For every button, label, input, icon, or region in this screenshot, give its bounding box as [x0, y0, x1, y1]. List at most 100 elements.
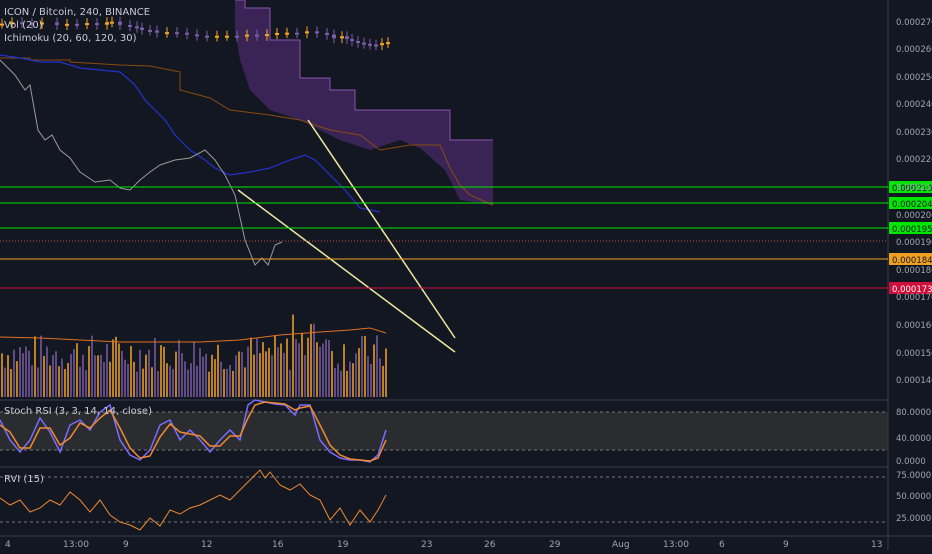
- volume-bar: [286, 338, 288, 397]
- price-tick-label: 0.0002500: [896, 73, 932, 83]
- volume-bar: [313, 323, 315, 397]
- volume-bar: [358, 348, 360, 397]
- volume-bar: [163, 346, 165, 397]
- volume-bar: [304, 355, 306, 397]
- volume-legend[interactable]: Vol (20): [4, 20, 43, 31]
- volume-bar: [40, 335, 42, 397]
- ichimoku-legend[interactable]: Ichimoku (20, 60, 120, 30): [4, 33, 137, 44]
- candle-body: [362, 42, 366, 45]
- volume-bar: [139, 349, 141, 397]
- volume-bar: [91, 335, 93, 397]
- volume-bar: [244, 367, 246, 397]
- candle-body: [185, 32, 189, 35]
- time-tick-label: 13:00: [663, 540, 689, 550]
- candle-body: [135, 26, 139, 29]
- volume-bar: [28, 350, 30, 397]
- volume-bar: [37, 367, 39, 397]
- candle-body: [215, 35, 219, 38]
- volume-bar: [196, 365, 198, 397]
- volume-bar: [226, 368, 228, 397]
- candle-body: [105, 22, 109, 25]
- time-tick-label: 4: [5, 540, 11, 550]
- volume-bar: [67, 362, 69, 397]
- volume-bar: [235, 355, 237, 397]
- candle-body: [295, 32, 299, 35]
- volume-bar: [265, 351, 267, 397]
- volume-bar: [145, 354, 147, 397]
- candle-body: [235, 35, 239, 38]
- time-tick-label: 29: [549, 540, 561, 550]
- time-tick-label: Aug: [612, 540, 630, 550]
- volume-bar: [211, 354, 213, 397]
- candle-body: [345, 36, 349, 40]
- volume-bar: [250, 337, 252, 397]
- volume-bar: [352, 363, 354, 397]
- stoch-rsi-legend[interactable]: Stoch RSI (3, 3, 14, 14, close): [4, 406, 152, 417]
- candle-body: [75, 23, 79, 26]
- price-level-label: 0.0001842: [892, 256, 932, 266]
- volume-bar: [319, 346, 321, 397]
- volume-bar: [52, 355, 54, 397]
- price-tick-label: 0.0001400: [896, 376, 932, 386]
- price-tick-label: 0.0002600: [896, 45, 932, 55]
- price-tick-label: 0.0001500: [896, 349, 932, 359]
- time-tick-label: 16: [272, 540, 284, 550]
- price-level-label-bg: [889, 197, 932, 209]
- volume-bar: [106, 343, 108, 397]
- volume-bar: [289, 370, 291, 397]
- volume-bar: [175, 351, 177, 397]
- time-tick-label: 9: [123, 540, 129, 550]
- stoch-d-line: [0, 401, 387, 462]
- volume-bar: [181, 353, 183, 397]
- volume-bar: [292, 314, 294, 397]
- candle-body: [148, 29, 152, 32]
- time-tick-label: 12: [201, 540, 212, 550]
- volume-ma-line: [0, 327, 387, 343]
- volume-bar: [367, 356, 369, 397]
- price-tick-label: 0.0002400: [896, 100, 932, 110]
- volume-bar: [280, 343, 282, 397]
- candle-body: [20, 22, 24, 25]
- volume-bar: [157, 371, 159, 397]
- volume-bar: [355, 353, 357, 397]
- volume-bar: [205, 353, 207, 397]
- volume-bar: [334, 368, 336, 397]
- volume-bar: [325, 339, 327, 397]
- wedge-lower-line: [237, 189, 456, 353]
- rvi-legend[interactable]: RVI (15): [4, 474, 44, 485]
- volume-bar: [16, 361, 18, 397]
- volume-bar: [331, 350, 333, 397]
- time-tick-label: 9: [783, 540, 789, 550]
- volume-bar: [349, 361, 351, 397]
- volume-bar: [61, 358, 63, 397]
- volume-bar: [76, 343, 78, 397]
- volume-bar: [112, 339, 114, 397]
- volume-bar: [190, 363, 192, 397]
- volume-bar: [238, 351, 240, 397]
- rvi-tick-label: 25.0000: [896, 514, 931, 524]
- volume-bar: [373, 344, 375, 397]
- candle-body: [380, 43, 384, 46]
- volume-bar: [19, 347, 21, 397]
- volume-bar: [1, 353, 3, 397]
- candle-body: [128, 24, 132, 27]
- time-tick-label: 19: [337, 540, 349, 550]
- volume-bar: [55, 351, 57, 397]
- volume-bar: [4, 367, 6, 397]
- volume-bar: [283, 352, 285, 397]
- price-level-label: 0.0001737: [892, 285, 932, 295]
- candle-body: [30, 23, 34, 26]
- candle-body: [255, 34, 259, 37]
- symbol-title[interactable]: ICON / Bitcoin, 240, BINANCE: [4, 7, 151, 18]
- volume-bar: [121, 350, 123, 397]
- price-level-label: 0.0002043: [892, 200, 932, 210]
- volume-bar: [346, 370, 348, 397]
- candle-body: [118, 21, 122, 25]
- volume-bar: [256, 338, 258, 397]
- candle-body: [55, 22, 59, 25]
- volume-bar: [370, 364, 372, 397]
- volume-bar: [337, 363, 339, 397]
- volume-bar: [376, 335, 378, 397]
